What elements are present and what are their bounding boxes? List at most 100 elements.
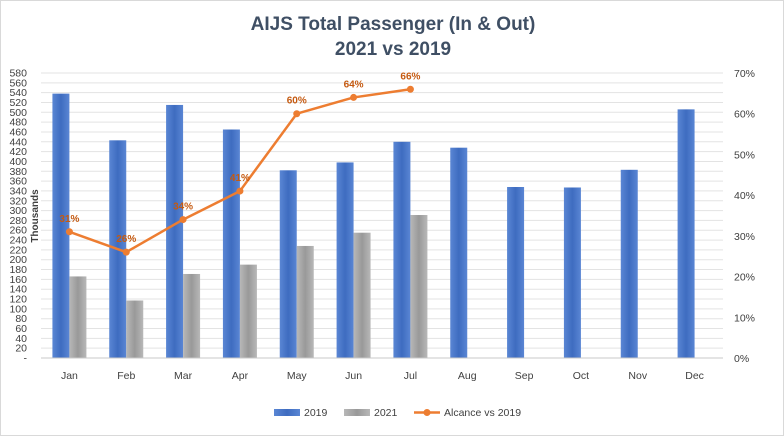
bar-2019: [507, 187, 525, 358]
y-tick-label: 280: [9, 215, 27, 227]
y-tick-label: 200: [9, 254, 27, 266]
line-point: [236, 187, 244, 195]
y-tick-label: 460: [9, 126, 27, 138]
chart-subtitle: 2021 vs 2019: [335, 39, 451, 60]
y2-tick-label: 60%: [734, 109, 755, 121]
bar-2019: [52, 93, 70, 358]
y-tick-label: 240: [9, 235, 27, 247]
line-point: [65, 228, 73, 236]
bar-2019: [620, 169, 638, 358]
bar-2019: [563, 187, 581, 358]
y-axis-label: Thousands: [30, 189, 41, 243]
x-tick-label: Sep: [515, 370, 534, 382]
data-label: 41%: [230, 173, 250, 184]
y-tick-label: 320: [9, 195, 27, 207]
y-tick-label: 180: [9, 264, 27, 276]
y-tick-label: 480: [9, 117, 27, 129]
line-point: [179, 216, 187, 224]
x-tick-label: Feb: [117, 370, 135, 382]
legend-item: 2021: [344, 407, 398, 419]
y-tick-label: 440: [9, 136, 27, 148]
x-tick-label: Apr: [232, 370, 249, 382]
line-layer: 31% 26% 34% 41% 60% 64% 66%: [59, 71, 421, 256]
bar-2021: [126, 300, 144, 358]
y2-tick-label: 0%: [734, 353, 749, 365]
bar-2019: [450, 147, 468, 358]
bars-layer: [52, 93, 695, 359]
y-tick-label: 40: [15, 333, 27, 345]
legend-item: Alcance vs 2019: [414, 407, 521, 419]
y-tick-label: 540: [9, 87, 27, 99]
line-point: [122, 248, 130, 256]
y-tick-label: 400: [9, 156, 27, 168]
data-label: 66%: [400, 71, 420, 82]
y-tick-label: 140: [9, 284, 27, 296]
y-tick-label: 560: [9, 77, 27, 89]
legend-swatch: [344, 409, 370, 416]
bar-2021: [239, 264, 257, 358]
y2-tick-label: 30%: [734, 231, 755, 243]
legend-swatch-marker: [423, 409, 431, 416]
y2-tick-label: 70%: [734, 68, 755, 80]
y-tick-label: 340: [9, 185, 27, 197]
x-tick-label: Oct: [573, 370, 589, 382]
bar-2019: [279, 170, 297, 358]
y-tick-label: 260: [9, 225, 27, 237]
legend-label: 2019: [304, 407, 328, 419]
x-tick-label: Jul: [404, 370, 417, 382]
y-tick-label: 360: [9, 176, 27, 188]
bar-2019: [393, 141, 411, 358]
bar-2019: [166, 104, 184, 358]
bar-2021: [69, 276, 87, 358]
legend: 2019 2021 Alcance vs 2019: [274, 407, 521, 419]
bar-2021: [410, 215, 428, 358]
x-tick-label: Aug: [458, 370, 477, 382]
y2-tick-label: 20%: [734, 272, 755, 284]
gridlines: [41, 72, 723, 349]
line-point: [293, 110, 301, 118]
y-tick-label: 420: [9, 146, 27, 158]
y-tick-label: 100: [9, 303, 27, 315]
y2-tick-label: 10%: [734, 312, 755, 324]
legend-swatch: [274, 409, 300, 416]
y-tick-label: 60: [15, 323, 27, 335]
bar-2021: [183, 273, 201, 358]
x-tick-label: May: [287, 370, 308, 382]
bar-2021: [296, 245, 314, 358]
y-tick-label: 120: [9, 294, 27, 306]
x-tick-label: Nov: [628, 370, 647, 382]
data-label: 31%: [59, 214, 79, 225]
data-label: 34%: [173, 202, 193, 213]
x-tick-label: Mar: [174, 370, 193, 382]
bar-2019: [336, 162, 354, 358]
x-tick-label: Jun: [345, 370, 362, 382]
y-tick-label: 20: [15, 343, 27, 355]
legend-item: 2019: [274, 407, 328, 419]
bar-2019: [222, 129, 240, 358]
y-tick-label: -: [24, 353, 28, 365]
legend-label: 2021: [374, 407, 398, 419]
y-tick-label: 380: [9, 166, 27, 178]
chart-title: AIJS Total Passenger (In & Out): [251, 14, 536, 35]
line-point: [350, 93, 358, 101]
legend-label: Alcance vs 2019: [444, 407, 521, 419]
y2-tick-label: 50%: [734, 149, 755, 161]
x-tick-label: Dec: [685, 370, 704, 382]
data-label: 60%: [287, 96, 307, 107]
data-label: 26%: [116, 234, 136, 245]
y-tick-label: 160: [9, 274, 27, 286]
axes: -204060801001201401601802002202402602803…: [9, 68, 755, 383]
bar-2019: [677, 109, 695, 359]
y-tick-label: 520: [9, 97, 27, 109]
y2-tick-label: 40%: [734, 190, 755, 202]
y-tick-label: 220: [9, 244, 27, 256]
bar-2021: [353, 232, 371, 358]
y-tick-label: 300: [9, 205, 27, 217]
x-tick-label: Jan: [61, 370, 78, 382]
data-label: 64%: [344, 79, 364, 90]
y-tick-label: 500: [9, 107, 27, 119]
y-tick-label: 80: [15, 313, 27, 325]
line-point: [406, 85, 414, 93]
